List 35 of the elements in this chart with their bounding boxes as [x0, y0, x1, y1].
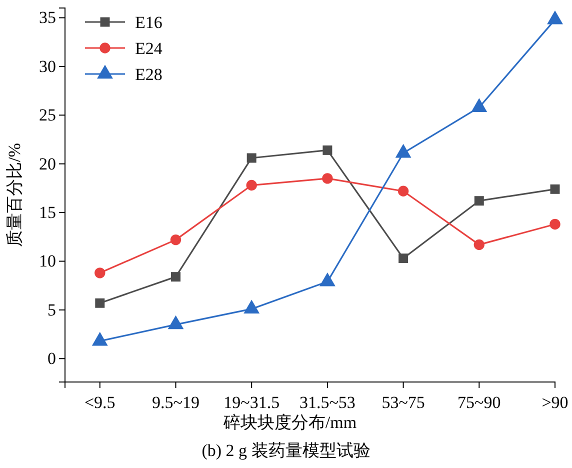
- point: [474, 196, 484, 206]
- x-tick-label: 53~75: [382, 393, 425, 412]
- point: [171, 272, 180, 282]
- y-tick-label: 10: [39, 252, 56, 271]
- y-tick-label: 5: [48, 300, 56, 320]
- point: [322, 173, 333, 184]
- point: [94, 268, 106, 278]
- point: [550, 218, 560, 230]
- point: [322, 145, 332, 155]
- text: (b) 2 g 装药量模型试验: [202, 441, 370, 460]
- point: [170, 234, 182, 246]
- point: [246, 153, 256, 163]
- y-tick-label: 0: [48, 349, 56, 368]
- point: [474, 239, 484, 250]
- point: [95, 298, 105, 308]
- point: [550, 184, 560, 194]
- x-axis-title: 碎块块度分布/mm: [222, 413, 357, 432]
- x-tick-label: 31.5~53: [299, 393, 356, 412]
- point: [398, 186, 409, 196]
- y-tick-label: 25: [39, 106, 56, 125]
- x-tick-label: >90: [542, 393, 568, 412]
- y-tick-label: 15: [39, 202, 56, 222]
- y-axis-title: 质量百分比/%: [5, 143, 24, 247]
- legend-label: E24: [135, 39, 163, 58]
- y-tick-label: 30: [39, 56, 56, 76]
- x-tick-label: 75~90: [458, 393, 501, 412]
- x-tick-label: <9.5: [84, 393, 116, 412]
- point: [246, 180, 257, 191]
- legend-label: E28: [135, 65, 162, 84]
- y-tick-label: 20: [39, 154, 56, 174]
- legend-label: E16: [135, 13, 162, 32]
- point: [398, 254, 408, 264]
- x-tick-label: 19~31.5: [224, 393, 280, 412]
- x-tick-label: 9.5~19: [152, 393, 200, 412]
- y-tick-label: 35: [39, 8, 56, 28]
